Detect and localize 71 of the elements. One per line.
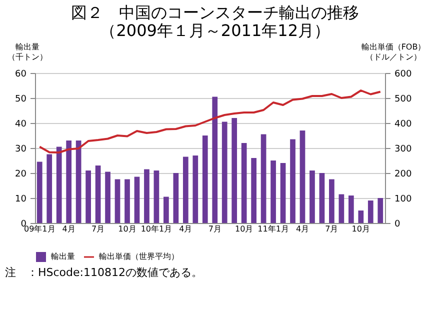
bar xyxy=(310,170,315,223)
x-tick-label: 10月 xyxy=(118,224,136,234)
text: 図２ 中国のコーンスターチ輸出の推移 xyxy=(71,3,360,22)
bar xyxy=(260,134,266,223)
bar xyxy=(76,140,82,223)
legend-label: 輸出単価（世界平均） xyxy=(99,252,179,261)
bar xyxy=(173,173,179,223)
y2-tick-label: 100 xyxy=(394,194,412,204)
text: 注 ：HScode:110812の数値である。 xyxy=(5,266,202,279)
y2-tick-label: 200 xyxy=(394,170,412,180)
y2-tick-label: 400 xyxy=(394,120,412,130)
x-tick-label: 4月 xyxy=(179,224,192,234)
text: （2009年１月～2011年12月） xyxy=(100,21,330,40)
x-tick-label: 7月 xyxy=(325,224,338,234)
bar xyxy=(202,136,208,223)
y-tick-label: 50 xyxy=(15,94,27,104)
bar xyxy=(164,196,169,223)
bar xyxy=(368,200,374,223)
bar xyxy=(114,179,120,223)
x-tick-label: 7月 xyxy=(91,224,105,234)
y-tick-label: 40 xyxy=(15,120,27,130)
x-tick-label: 10月 xyxy=(352,224,370,234)
bar xyxy=(222,122,228,223)
bar xyxy=(95,166,101,223)
x-tick-label: 10年1月 xyxy=(140,224,172,234)
bar xyxy=(144,169,150,223)
bar xyxy=(319,173,325,223)
bar xyxy=(212,96,218,223)
text: （千トン） xyxy=(8,52,48,62)
y2-tick-label: 0 xyxy=(394,220,400,230)
bar xyxy=(241,143,247,223)
bar xyxy=(192,156,198,223)
bar xyxy=(338,194,344,223)
bar xyxy=(329,179,334,223)
bar xyxy=(182,156,188,223)
text: （ドル／トン） xyxy=(366,52,422,62)
y-tick-label: 60 xyxy=(15,70,27,80)
line-series xyxy=(38,90,382,154)
bar xyxy=(124,179,130,223)
x-tick-label: 09年1月 xyxy=(24,224,56,234)
y-tick-label: 30 xyxy=(15,144,27,154)
bar xyxy=(56,146,62,223)
bar xyxy=(36,162,42,223)
bar xyxy=(66,140,72,223)
bar xyxy=(348,196,354,223)
bar xyxy=(378,198,384,223)
x-tick-label: 7月 xyxy=(208,224,222,234)
bar xyxy=(280,163,286,223)
bar xyxy=(290,139,296,223)
y2-tick-label: 600 xyxy=(394,70,412,80)
x-tick-label: 4月 xyxy=(62,224,76,234)
x-tick-label: 11年1月 xyxy=(258,224,289,234)
bar xyxy=(154,170,160,223)
text: 輸出単価（FOB） xyxy=(361,42,426,52)
bar xyxy=(46,154,52,223)
x-tick-label: 4月 xyxy=(296,224,310,234)
bar xyxy=(358,210,364,223)
x-tick-label: 10月 xyxy=(234,224,254,234)
legend-label: 輸出量 xyxy=(51,252,75,261)
y-tick-label: 10 xyxy=(15,194,27,204)
bar xyxy=(86,170,91,223)
bar xyxy=(300,130,306,223)
y2-tick-label: 300 xyxy=(394,144,412,154)
bar xyxy=(105,172,110,223)
text: 輸出量 xyxy=(16,42,40,52)
y2-tick-label: 500 xyxy=(394,94,412,104)
bar xyxy=(270,160,276,223)
y-tick-label: 20 xyxy=(15,170,27,180)
bar xyxy=(232,118,238,223)
bar xyxy=(251,158,256,223)
bar xyxy=(134,176,140,223)
